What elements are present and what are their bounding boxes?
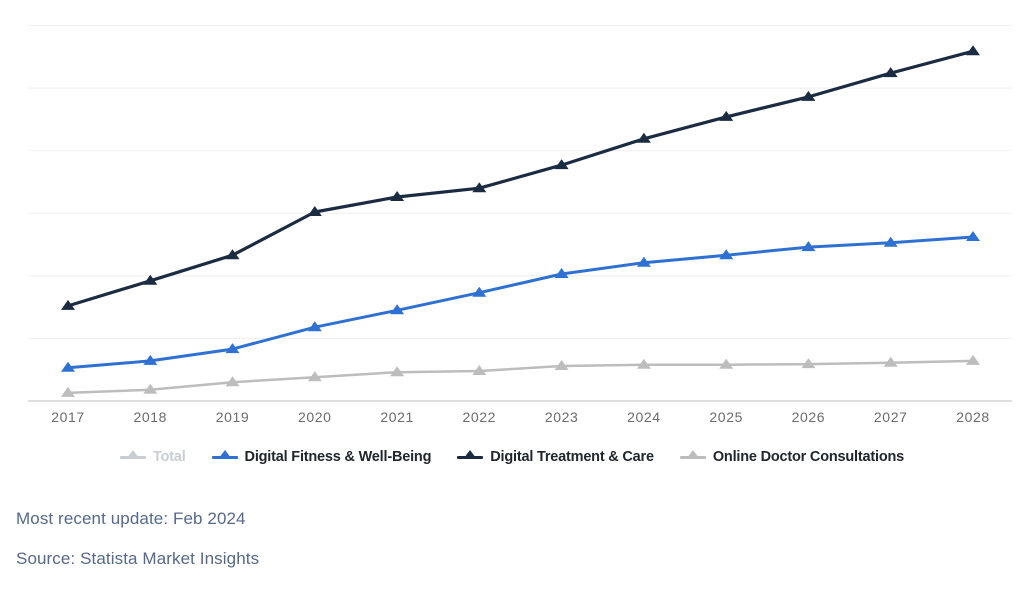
x-tick-label: 2018 [134, 409, 168, 425]
legend-marker-icon [679, 450, 706, 464]
series-marker-digital-fitness-well-being[interactable] [390, 304, 405, 315]
series-marker-digital-treatment-care[interactable] [554, 159, 569, 170]
legend-marker-icon [211, 450, 238, 464]
x-tick-label: 2021 [380, 409, 414, 425]
x-tick-label: 2026 [792, 409, 826, 425]
series-marker-online-doctor-consultations[interactable] [883, 356, 898, 367]
x-tick-label: 2020 [298, 409, 332, 425]
series-marker-digital-treatment-care[interactable] [307, 206, 322, 216]
series-marker-digital-fitness-well-being[interactable] [472, 286, 487, 297]
legend: Total Digital Fitness & Well-Being Digital… [0, 444, 1024, 470]
series-marker-digital-fitness-well-being[interactable] [143, 354, 158, 365]
legend-label: Online Doctor Consultations [712, 449, 905, 465]
series-marker-digital-treatment-care[interactable] [143, 274, 158, 285]
series-marker-digital-treatment-care[interactable] [61, 299, 75, 310]
series-marker-digital-fitness-well-being[interactable] [554, 268, 569, 278]
x-tick-label: 2024 [627, 409, 661, 425]
series-marker-online-doctor-consultations[interactable] [225, 376, 240, 387]
series-marker-digital-treatment-care[interactable] [636, 132, 651, 143]
series-marker-online-doctor-consultations[interactable] [472, 365, 487, 375]
series-marker-digital-treatment-care[interactable] [966, 45, 980, 56]
series-marker-digital-fitness-well-being[interactable] [307, 321, 322, 332]
series-marker-digital-fitness-well-being[interactable] [801, 241, 816, 252]
source-text: Source: Statista Market Insights [16, 549, 260, 568]
legend-marker-icon [457, 450, 484, 464]
x-tick-label: 2022 [463, 409, 497, 425]
legend-item-online-doctor-consultations[interactable]: Online Doctor Consultations [679, 449, 905, 465]
legend-label: Digital Fitness & Well-Being [244, 449, 432, 465]
series-marker-digital-treatment-care[interactable] [883, 67, 898, 78]
series-marker-digital-fitness-well-being[interactable] [225, 343, 240, 354]
series-marker-online-doctor-consultations[interactable] [61, 386, 75, 397]
x-tick-label: 2027 [874, 409, 908, 425]
series-marker-digital-fitness-well-being[interactable] [61, 361, 75, 372]
series-marker-digital-fitness-well-being[interactable] [636, 256, 651, 267]
series-line-digital-treatment-care[interactable] [67, 49, 974, 308]
x-tick-label: 2028 [956, 409, 990, 425]
series-marker-online-doctor-consultations[interactable] [390, 366, 405, 377]
series-marker-digital-treatment-care[interactable] [719, 110, 734, 121]
series-marker-digital-treatment-care[interactable] [472, 182, 487, 193]
last-update-text: Most recent update: Feb 2024 [16, 509, 246, 528]
legend-label: Digital Treatment & Care [490, 449, 654, 465]
series-marker-online-doctor-consultations[interactable] [307, 371, 322, 382]
legend-item-digital-fitness-well-being[interactable]: Digital Fitness & Well-Being [211, 449, 432, 465]
series-marker-digital-fitness-well-being[interactable] [719, 249, 734, 260]
series-line-digital-fitness-well-being[interactable] [67, 235, 974, 370]
series-marker-online-doctor-consultations[interactable] [966, 354, 980, 365]
series-marker-digital-treatment-care[interactable] [801, 90, 816, 101]
legend-label: Total [152, 449, 186, 465]
x-tick-label: 2025 [709, 409, 743, 425]
legend-item-total[interactable]: Total [119, 449, 186, 465]
series-marker-online-doctor-consultations[interactable] [143, 383, 158, 394]
line-chart: 2017 2018 2019 2020 2021 2022 2023 2024 2025 2026… [28, 25, 1012, 425]
series-line-online-doctor-consultations[interactable] [67, 359, 974, 395]
legend-item-digital-treatment-care[interactable]: Digital Treatment & Care [457, 449, 654, 465]
series-marker-online-doctor-consultations[interactable] [554, 360, 569, 370]
series-marker-online-doctor-consultations[interactable] [636, 358, 651, 369]
series-marker-online-doctor-consultations[interactable] [719, 358, 734, 369]
x-tick-label: 2019 [216, 409, 250, 425]
series-marker-online-doctor-consultations[interactable] [801, 358, 816, 369]
series-marker-digital-fitness-well-being[interactable] [883, 236, 898, 247]
series-marker-digital-treatment-care[interactable] [390, 191, 405, 201]
legend-marker-icon [119, 450, 146, 464]
series-marker-digital-treatment-care[interactable] [225, 249, 240, 260]
series-marker-digital-fitness-well-being[interactable] [966, 231, 980, 241]
x-tick-label: 2023 [545, 409, 579, 425]
x-tick-label: 2017 [51, 409, 85, 425]
